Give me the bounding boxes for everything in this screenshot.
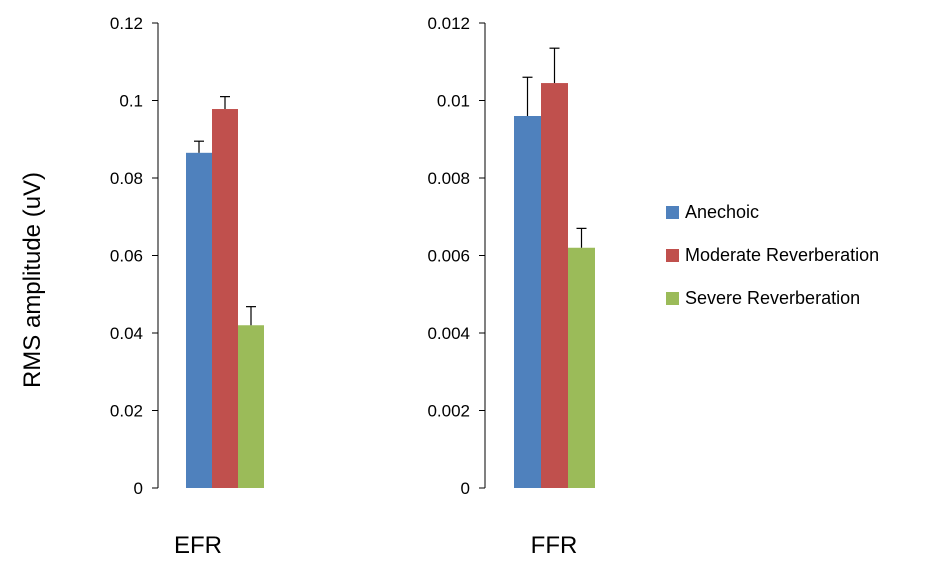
y-tick-label: 0.008 <box>427 169 470 188</box>
bar-severe-reverberation <box>568 247 595 488</box>
legend-label-moderate-reverberation: Moderate Reverberation <box>685 245 879 265</box>
bar-moderate-reverberation <box>541 83 568 488</box>
y-tick-label: 0.08 <box>110 169 143 188</box>
chart-panel-ffr: 0 0.002 0.004 0.006 0.008 0.01 0.012 FFR <box>427 14 595 559</box>
chart-panels: 0 0.02 0.04 0.06 0.08 0.1 0.12 EFR 0 0.002 0.004 0.… <box>110 14 595 559</box>
bar-anechoic <box>186 152 212 488</box>
y-tick-label: 0.06 <box>110 247 143 266</box>
y-axis-label: RMS amplitude (uV) <box>19 172 46 388</box>
legend-label-severe-reverberation: Severe Reverberation <box>685 288 860 308</box>
y-tick-label: 0.1 <box>119 92 143 111</box>
bar-severe-reverberation <box>238 325 264 488</box>
y-tick-label: 0.01 <box>437 92 470 111</box>
y-tick-label: 0.004 <box>427 324 470 343</box>
panel-label-efr: EFR <box>174 532 222 558</box>
y-tick-label: 0.012 <box>427 14 470 33</box>
y-tick-label: 0.02 <box>110 402 143 421</box>
y-tick-label: 0.002 <box>427 402 470 421</box>
y-tick-label: 0 <box>134 479 143 498</box>
legend-label-anechoic: Anechoic <box>685 202 759 222</box>
chart-panel-efr: 0 0.02 0.04 0.06 0.08 0.1 0.12 EFR <box>110 14 264 559</box>
bar-moderate-reverberation <box>212 109 238 489</box>
y-tick-label: 0 <box>461 479 470 498</box>
legend: Anechoic Moderate Reverberation Severe Rev… <box>666 202 879 308</box>
legend-swatch-moderate-reverberation <box>666 249 679 262</box>
y-tick-label: 0.04 <box>110 324 143 343</box>
bar-anechoic <box>514 116 541 488</box>
y-tick-label: 0.12 <box>110 14 143 33</box>
legend-swatch-anechoic <box>666 206 679 219</box>
legend-swatch-severe-reverberation <box>666 292 679 305</box>
panel-label-ffr: FFR <box>531 532 578 558</box>
y-tick-label: 0.006 <box>427 247 470 266</box>
